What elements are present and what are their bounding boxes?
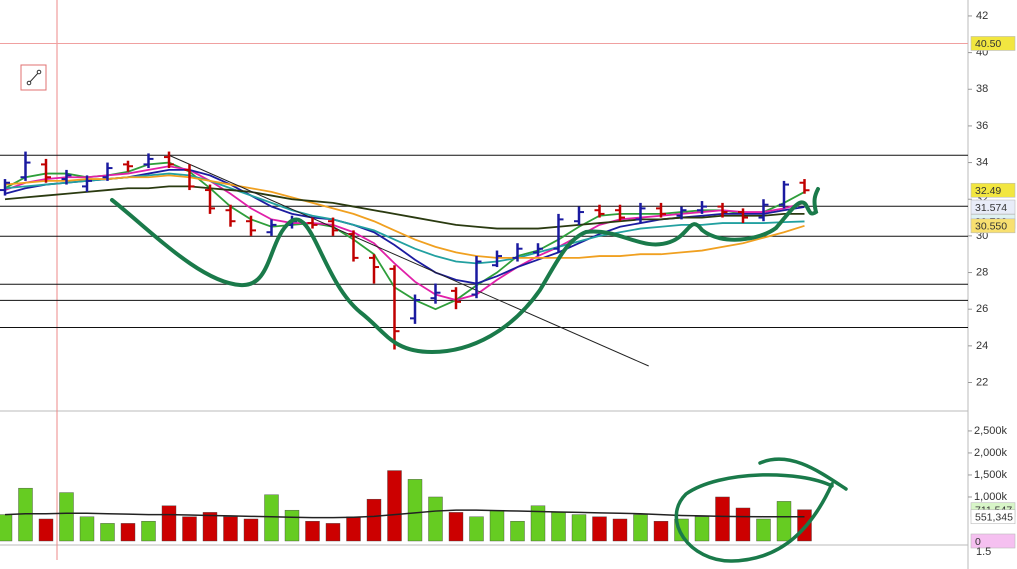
tool-icon (26, 80, 32, 86)
lower-panel-tick-label: 1.5 (976, 546, 991, 558)
volume-bar (264, 494, 279, 542)
hand-drawn-annotation (674, 457, 848, 563)
volume-bar (79, 516, 95, 542)
volume-bar (633, 514, 648, 542)
y-tick-label: 26 (976, 303, 988, 315)
volume-bar (325, 523, 341, 542)
volume-bar (346, 516, 361, 542)
volume-average-line (4, 509, 805, 519)
volume-bar (202, 512, 218, 542)
volume-bar (305, 520, 320, 542)
value-marker-label: 32.49 (975, 185, 1001, 197)
volume-bar (407, 479, 423, 542)
value-marker (970, 36, 1016, 51)
value-marker-label: 40.50 (975, 38, 1001, 50)
volume-tick-label: 2,500k (974, 425, 1008, 437)
volume-bar (141, 520, 156, 542)
value-marker-label: 0 (975, 536, 981, 548)
tool-icon (36, 69, 42, 75)
tool-icon (28, 71, 40, 84)
moving-average-line (4, 165, 805, 301)
volume-bar (284, 509, 300, 542)
volume-tick-label: 1,000k (974, 491, 1008, 503)
y-tick-label: 42 (976, 10, 988, 22)
tool-box[interactable] (20, 64, 47, 91)
volume-bar (428, 496, 443, 542)
drawing-tool-button[interactable] (20, 64, 47, 91)
value-marker (970, 182, 1016, 198)
volume-bar (776, 501, 792, 542)
volume-bar (653, 520, 669, 542)
volume-bar (161, 505, 177, 542)
value-marker-label: 30.550 (975, 221, 1007, 233)
volume-bar (448, 512, 464, 542)
volume-bar (756, 518, 771, 542)
volume-bar (551, 512, 566, 542)
y-tick-label: 38 (976, 83, 988, 95)
y-tick-label: 24 (976, 340, 988, 352)
y-tick-label: 22 (976, 376, 988, 388)
value-marker (970, 533, 1016, 549)
value-marker (970, 218, 1016, 234)
value-marker (970, 509, 1016, 525)
volume-bar (489, 509, 505, 542)
volume-bar (694, 516, 710, 542)
moving-average-line (4, 174, 805, 259)
volume-bar (612, 518, 628, 542)
volume-bar (59, 492, 74, 542)
y-tick-label: 34 (976, 156, 988, 168)
volume-bar (735, 507, 751, 542)
volume-bar (387, 470, 402, 542)
volume-bar (182, 516, 197, 542)
volume-bar (0, 514, 13, 542)
volume-bar (510, 520, 525, 542)
volume-tick-label: 1,500k (974, 469, 1008, 481)
volume-bar (120, 523, 136, 542)
value-marker (970, 199, 1016, 215)
volume-bar (530, 505, 546, 542)
volume-bar (571, 514, 587, 542)
y-tick-label: 28 (976, 266, 988, 278)
hand-drawn-annotation (110, 187, 820, 355)
y-tick-label: 36 (976, 120, 988, 132)
volume-bar (366, 498, 382, 542)
value-marker-label: 551,345 (975, 512, 1013, 524)
volume-bar (592, 516, 607, 542)
volume-bar (469, 516, 484, 542)
moving-average-line (4, 172, 805, 265)
moving-average-line (4, 161, 805, 311)
moving-average-line (4, 185, 805, 230)
trendline (168, 154, 649, 367)
volume-bar (715, 496, 730, 542)
volume-bar (223, 516, 238, 542)
volume-tick-label: 2,000k (974, 447, 1008, 459)
value-marker-label: 31.574 (975, 202, 1007, 214)
volume-bar (38, 518, 54, 542)
volume-bar (100, 523, 115, 542)
volume-bar (243, 518, 259, 542)
